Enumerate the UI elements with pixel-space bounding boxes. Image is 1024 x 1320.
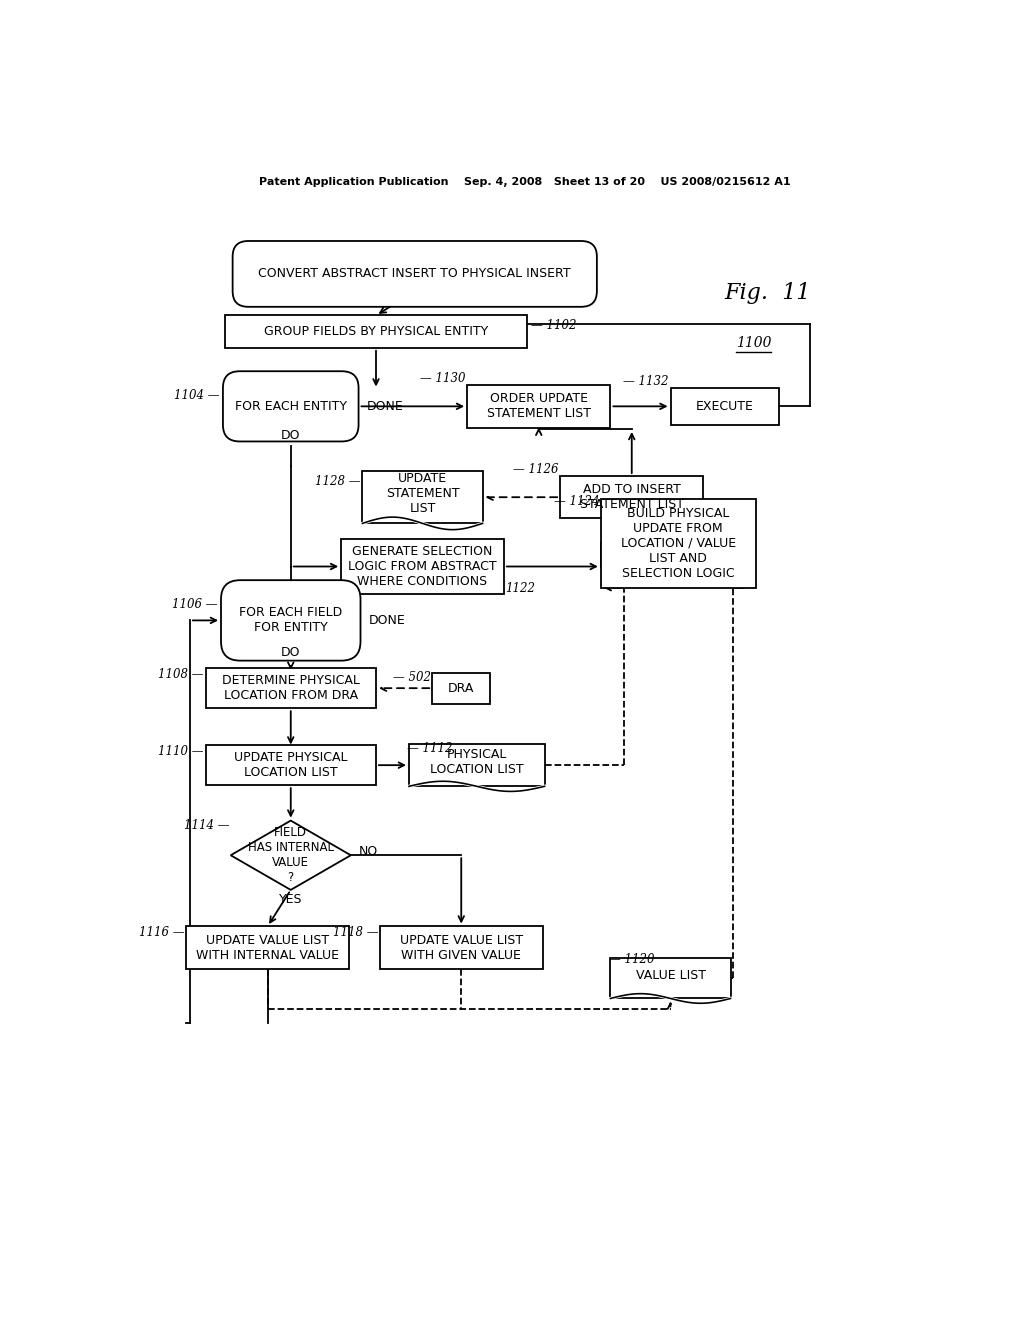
FancyBboxPatch shape xyxy=(601,499,756,587)
Text: EXECUTE: EXECUTE xyxy=(696,400,754,413)
FancyBboxPatch shape xyxy=(467,385,610,428)
Text: — 1102: — 1102 xyxy=(531,319,577,333)
Text: GENERATE SELECTION
LOGIC FROM ABSTRACT
WHERE CONDITIONS: GENERATE SELECTION LOGIC FROM ABSTRACT W… xyxy=(348,545,497,587)
FancyBboxPatch shape xyxy=(610,958,730,998)
Text: UPDATE VALUE LIST
WITH INTERNAL VALUE: UPDATE VALUE LIST WITH INTERNAL VALUE xyxy=(196,933,339,962)
Text: BUILD PHYSICAL
UPDATE FROM
LOCATION / VALUE
LIST AND
SELECTION LOGIC: BUILD PHYSICAL UPDATE FROM LOCATION / VA… xyxy=(621,507,736,579)
Text: 1100: 1100 xyxy=(736,337,772,350)
Text: FOR EACH ENTITY: FOR EACH ENTITY xyxy=(234,400,347,413)
Text: 1118 —: 1118 — xyxy=(333,925,378,939)
Text: ADD TO INSERT
STATEMENT LIST: ADD TO INSERT STATEMENT LIST xyxy=(580,483,684,511)
Text: 1116 —: 1116 — xyxy=(139,925,184,939)
Text: — 1130: — 1130 xyxy=(420,372,466,385)
FancyBboxPatch shape xyxy=(206,668,376,708)
FancyBboxPatch shape xyxy=(380,927,543,969)
FancyBboxPatch shape xyxy=(362,471,482,524)
Text: 1108 —: 1108 — xyxy=(159,668,204,681)
Text: — 1112: — 1112 xyxy=(408,742,453,755)
Polygon shape xyxy=(230,821,351,890)
FancyBboxPatch shape xyxy=(186,927,349,969)
FancyBboxPatch shape xyxy=(671,388,779,425)
Text: UPDATE
STATEMENT
LIST: UPDATE STATEMENT LIST xyxy=(386,473,460,515)
Text: CONVERT ABSTRACT INSERT TO PHYSICAL INSERT: CONVERT ABSTRACT INSERT TO PHYSICAL INSE… xyxy=(258,268,571,280)
Text: VALUE LIST: VALUE LIST xyxy=(636,969,706,982)
Text: DO: DO xyxy=(281,645,300,659)
FancyBboxPatch shape xyxy=(432,673,490,704)
Text: YES: YES xyxy=(279,892,302,906)
FancyBboxPatch shape xyxy=(206,744,376,785)
Text: DONE: DONE xyxy=(369,614,406,627)
FancyBboxPatch shape xyxy=(560,477,703,519)
Text: DETERMINE PHYSICAL
LOCATION FROM DRA: DETERMINE PHYSICAL LOCATION FROM DRA xyxy=(222,675,359,702)
Text: — 1124: — 1124 xyxy=(554,495,599,508)
Text: 1114 —: 1114 — xyxy=(183,820,229,833)
FancyBboxPatch shape xyxy=(409,744,545,787)
Text: NO: NO xyxy=(358,845,378,858)
Text: UPDATE VALUE LIST
WITH GIVEN VALUE: UPDATE VALUE LIST WITH GIVEN VALUE xyxy=(399,933,523,962)
Text: Fig.  11: Fig. 11 xyxy=(725,282,811,304)
FancyBboxPatch shape xyxy=(225,315,527,348)
Text: 1110 —: 1110 — xyxy=(159,744,204,758)
Text: FIELD
HAS INTERNAL
VALUE
?: FIELD HAS INTERNAL VALUE ? xyxy=(248,826,334,884)
Text: DONE: DONE xyxy=(367,400,403,413)
Text: 1122: 1122 xyxy=(506,582,536,594)
Text: Patent Application Publication    Sep. 4, 2008   Sheet 13 of 20    US 2008/02156: Patent Application Publication Sep. 4, 2… xyxy=(259,177,791,186)
Text: — 502: — 502 xyxy=(392,671,431,684)
FancyBboxPatch shape xyxy=(221,581,360,660)
Text: FOR EACH FIELD
FOR ENTITY: FOR EACH FIELD FOR ENTITY xyxy=(240,606,342,635)
Text: DO: DO xyxy=(281,429,300,442)
Text: PHYSICAL
LOCATION LIST: PHYSICAL LOCATION LIST xyxy=(430,748,523,776)
Text: 1106 —: 1106 — xyxy=(172,598,217,611)
FancyBboxPatch shape xyxy=(341,539,504,594)
Text: UPDATE PHYSICAL
LOCATION LIST: UPDATE PHYSICAL LOCATION LIST xyxy=(234,751,347,779)
Text: — 1120: — 1120 xyxy=(609,953,654,966)
FancyBboxPatch shape xyxy=(232,242,597,306)
Text: 1128 —: 1128 — xyxy=(315,475,360,488)
Text: ORDER UPDATE
STATEMENT LIST: ORDER UPDATE STATEMENT LIST xyxy=(486,392,591,420)
Text: DRA: DRA xyxy=(449,681,474,694)
Text: GROUP FIELDS BY PHYSICAL ENTITY: GROUP FIELDS BY PHYSICAL ENTITY xyxy=(264,325,488,338)
Text: — 1132: — 1132 xyxy=(624,375,669,388)
FancyBboxPatch shape xyxy=(223,371,358,441)
Text: — 1126: — 1126 xyxy=(513,463,558,477)
Text: 1104 —: 1104 — xyxy=(173,389,219,403)
